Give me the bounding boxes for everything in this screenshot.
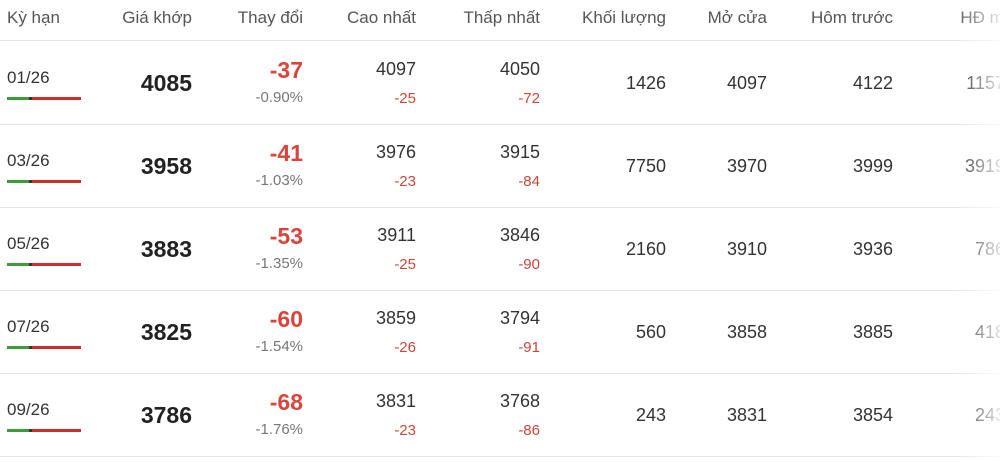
price: 3958 (140, 153, 192, 179)
range-bar-red (31, 263, 81, 266)
column-header: Hôm trước (810, 8, 893, 27)
prev: 3936 (852, 239, 893, 259)
prev: 4122 (852, 73, 893, 93)
range-bar-green (7, 346, 31, 349)
column-header: Thay đổi (237, 8, 303, 27)
range-bar-dot (29, 429, 32, 432)
price: 3786 (140, 402, 192, 428)
price: 3825 (140, 319, 192, 345)
low-diff: -84 (518, 173, 540, 190)
column-header: Kỳ hạn (7, 8, 60, 27)
change: -37 (269, 57, 303, 83)
row-divider (0, 207, 1000, 208)
open: 3910 (726, 239, 767, 259)
prev: 3854 (852, 405, 893, 425)
range-bar-red (31, 180, 81, 183)
row-divider (0, 456, 1000, 457)
open: 3831 (726, 405, 767, 425)
change: -60 (269, 306, 303, 332)
change-pct: -1.35% (255, 255, 303, 272)
volume: 560 (635, 322, 666, 342)
column-header: Mở cửa (707, 8, 767, 27)
range-bar-dot (29, 180, 32, 183)
prev: 3885 (852, 322, 893, 342)
volume: 2160 (625, 239, 666, 259)
price: 4085 (140, 70, 192, 96)
change-pct: -1.54% (255, 338, 303, 355)
low: 3846 (499, 225, 540, 245)
range-bar-dot (29, 346, 32, 349)
change-pct: -1.03% (255, 172, 303, 189)
volume: 7750 (625, 156, 666, 176)
range-bar-red (31, 429, 81, 432)
term: 01/26 (7, 68, 50, 87)
range-bar-green (7, 180, 31, 183)
high: 4097 (375, 59, 416, 79)
low-diff: -72 (518, 90, 540, 107)
column-header: Khối lượng (582, 8, 666, 27)
low-diff: -90 (518, 256, 540, 273)
price: 3883 (140, 236, 192, 262)
high: 3859 (375, 308, 416, 328)
open: 4097 (726, 73, 767, 93)
range-bar-dot (29, 263, 32, 266)
open: 3970 (726, 156, 767, 176)
fade-overlay (955, 0, 1000, 462)
high-diff: -23 (394, 173, 416, 190)
high-diff: -25 (394, 90, 416, 107)
term: 05/26 (7, 234, 50, 253)
column-header: Cao nhất (347, 8, 416, 27)
column-header: Thấp nhất (463, 8, 540, 27)
high-diff: -26 (394, 339, 416, 356)
low: 3915 (499, 142, 540, 162)
row-divider (0, 373, 1000, 374)
range-bar-red (31, 346, 81, 349)
term: 09/26 (7, 400, 50, 419)
column-header: Giá khớp (122, 8, 192, 27)
low-diff: -86 (518, 422, 540, 439)
low: 3768 (499, 391, 540, 411)
high-diff: -25 (394, 256, 416, 273)
high: 3831 (375, 391, 416, 411)
volume: 1426 (625, 73, 666, 93)
change: -68 (269, 389, 303, 415)
change: -53 (269, 223, 303, 249)
open: 3858 (726, 322, 767, 342)
prev: 3999 (852, 156, 893, 176)
high: 3911 (377, 225, 416, 245)
low: 3794 (499, 308, 540, 328)
change-pct: -1.76% (255, 421, 303, 438)
range-bar-green (7, 263, 31, 266)
low: 4050 (499, 59, 540, 79)
row-divider (0, 124, 1000, 125)
range-bar-green (7, 429, 31, 432)
range-bar-red (31, 97, 81, 100)
volume: 243 (635, 405, 666, 425)
low-diff: -91 (518, 339, 540, 356)
change: -41 (269, 140, 303, 166)
high: 3976 (375, 142, 416, 162)
high-diff: -23 (394, 422, 416, 439)
header-divider (0, 40, 1000, 41)
term: 07/26 (7, 317, 50, 336)
range-bar-dot (29, 97, 32, 100)
range-bar-green (7, 97, 31, 100)
term: 03/26 (7, 151, 50, 170)
row-divider (0, 290, 1000, 291)
change-pct: -0.90% (255, 89, 303, 106)
